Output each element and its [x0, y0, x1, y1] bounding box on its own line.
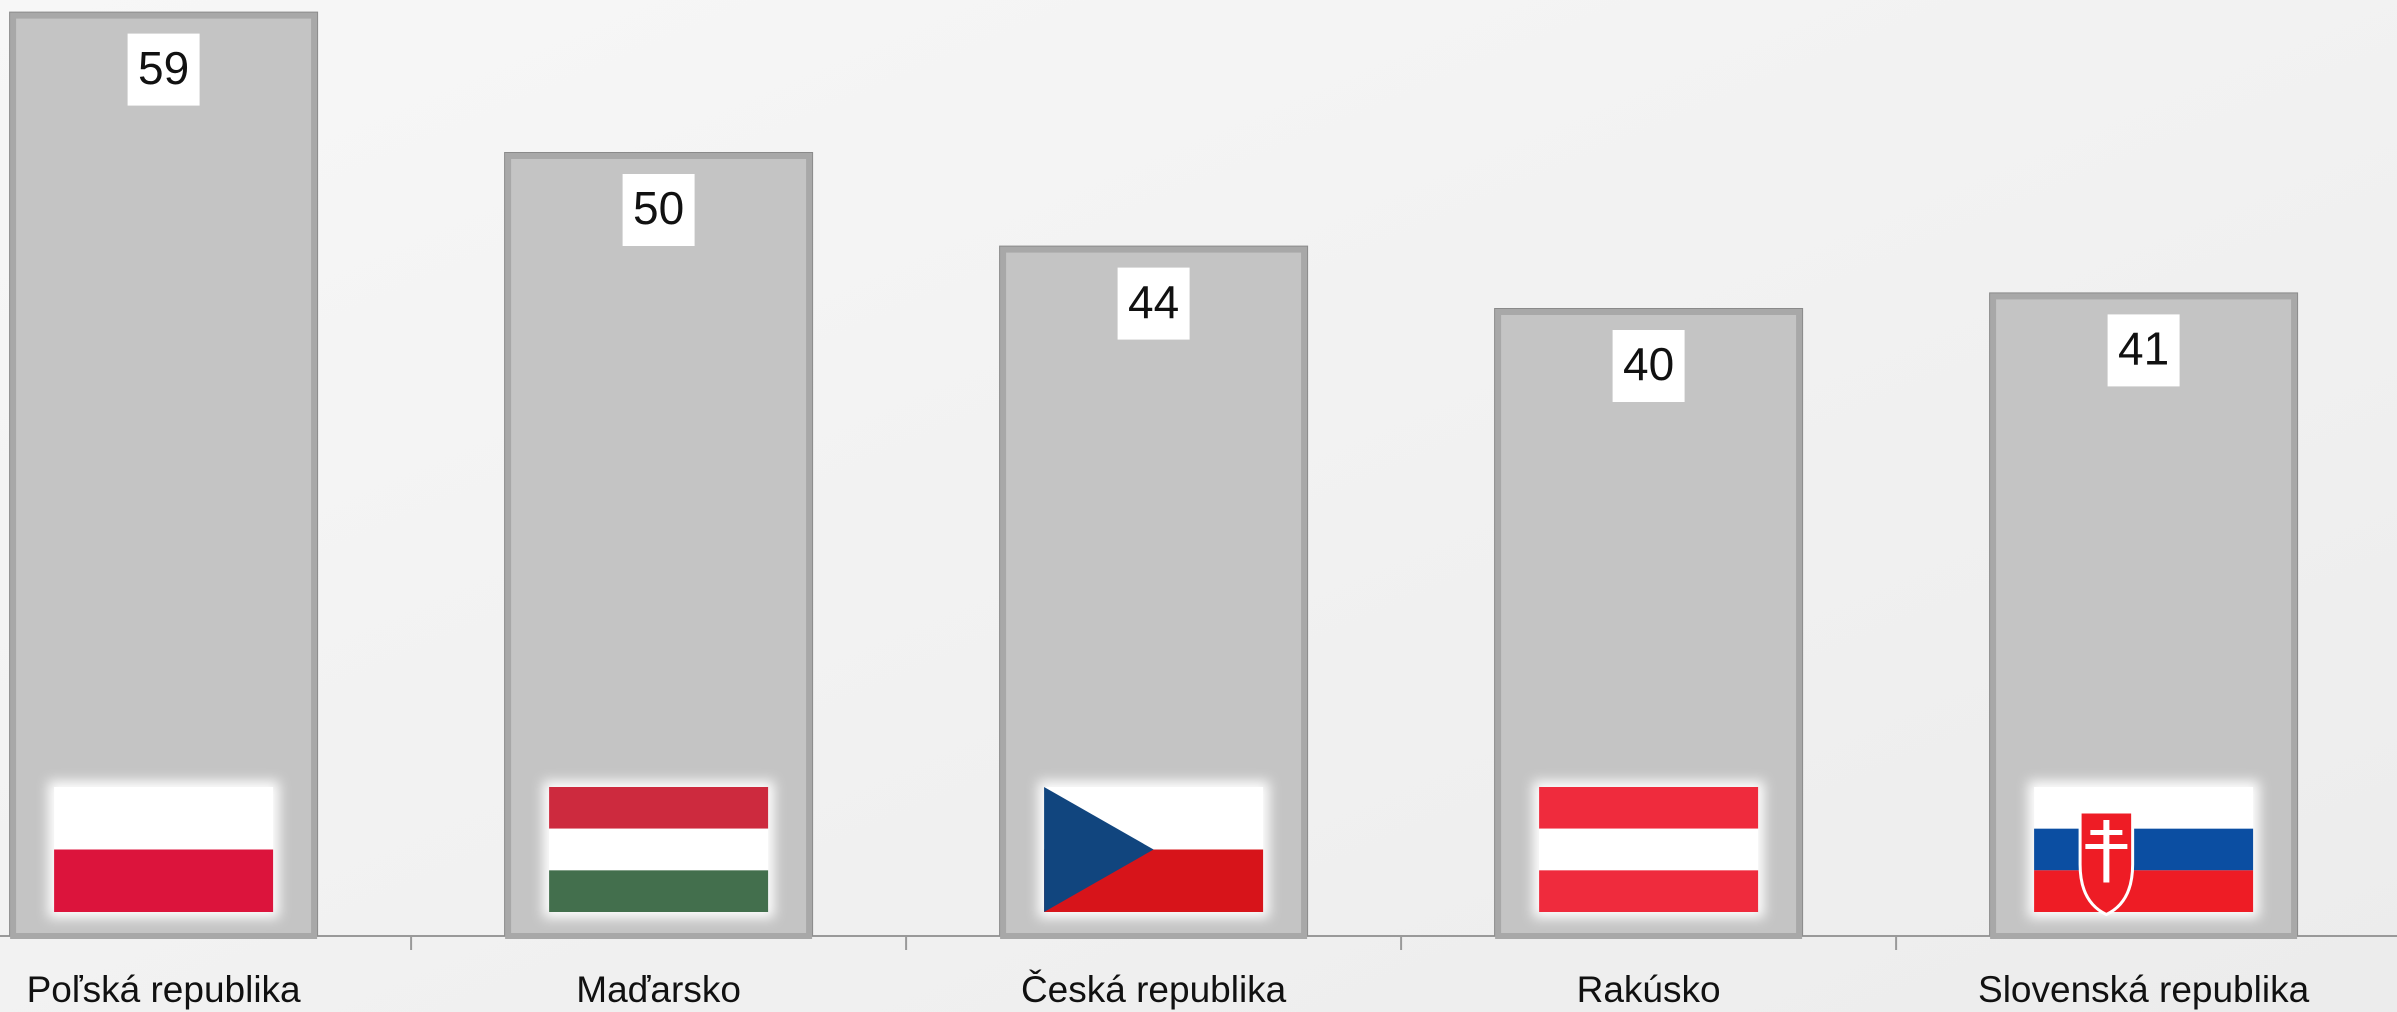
flag-stripe: [1539, 787, 1759, 829]
value-label-box: [1612, 330, 1685, 402]
x-tick-label: Česká republika: [1021, 969, 1287, 1010]
flag-stripe: [2034, 828, 2254, 871]
flag-stripe: [1539, 828, 1759, 871]
x-tick-label: Slovenská republika: [1978, 969, 2310, 1010]
value-label: 44: [1128, 276, 1179, 328]
value-label-box: [622, 174, 695, 246]
flag: [543, 781, 775, 918]
flag-stripe: [2034, 787, 2254, 829]
flag-stripe: [54, 787, 274, 850]
flag-stripe: [2034, 870, 2254, 912]
flag: [1533, 781, 1765, 918]
flag-stripe: [1539, 870, 1759, 912]
flag-triangle: [1044, 787, 1154, 912]
flag-cross: [2090, 830, 2123, 835]
value-label-box: [1117, 267, 1190, 340]
x-tick-label: Maďarsko: [576, 969, 741, 1010]
value-label: 41: [2118, 323, 2169, 375]
x-tick-label: Rakúsko: [1577, 969, 1721, 1010]
flag-cross: [2085, 844, 2128, 849]
flag: [2028, 781, 2260, 918]
flag-stripe: [549, 787, 769, 829]
flag-stripe: [549, 870, 769, 912]
flag-stripe: [54, 849, 274, 912]
x-tick-label: Poľská republika: [27, 969, 301, 1010]
value-label: 59: [138, 42, 189, 94]
value-label: 50: [633, 182, 684, 234]
value-label-box: [127, 33, 200, 106]
flag-stripe: [549, 828, 769, 871]
value-label-box: [2107, 314, 2180, 387]
flag-cross: [2103, 820, 2110, 883]
value-label: 40: [1623, 338, 1674, 390]
flag: [1038, 781, 1270, 918]
flag: [48, 781, 280, 918]
